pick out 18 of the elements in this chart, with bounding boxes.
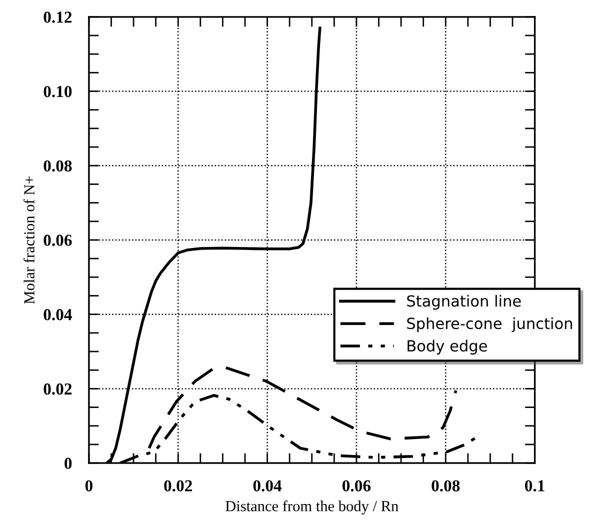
x-tick-label: 0.06: [342, 480, 371, 492]
y-tick-label: 0.08: [44, 160, 72, 172]
legend-label: Sphere-cone junction: [407, 317, 572, 332]
y-tick-label: 0.06: [44, 234, 72, 246]
x-tick-label: 0.08: [432, 480, 460, 492]
x-tick-label: 0: [85, 480, 92, 492]
y-axis-title: Molar fraction of N+: [24, 176, 34, 304]
y-tick-label: 0.02: [44, 383, 72, 395]
x-axis-title: Distance from the body / Rn: [226, 500, 398, 514]
y-tick-label: 0.12: [44, 12, 72, 23]
x-tick-label: 0.1: [525, 480, 544, 492]
y-tick-label: 0.10: [44, 86, 72, 98]
x-tick-label: 0.04: [253, 480, 282, 492]
y-tick-label: 0.04: [44, 309, 72, 320]
legend-label: Stagnation line: [407, 294, 521, 310]
x-tick-label: 0.02: [164, 480, 192, 492]
legend-label: Body edge: [408, 340, 487, 355]
y-tick-label: 0: [64, 458, 72, 470]
